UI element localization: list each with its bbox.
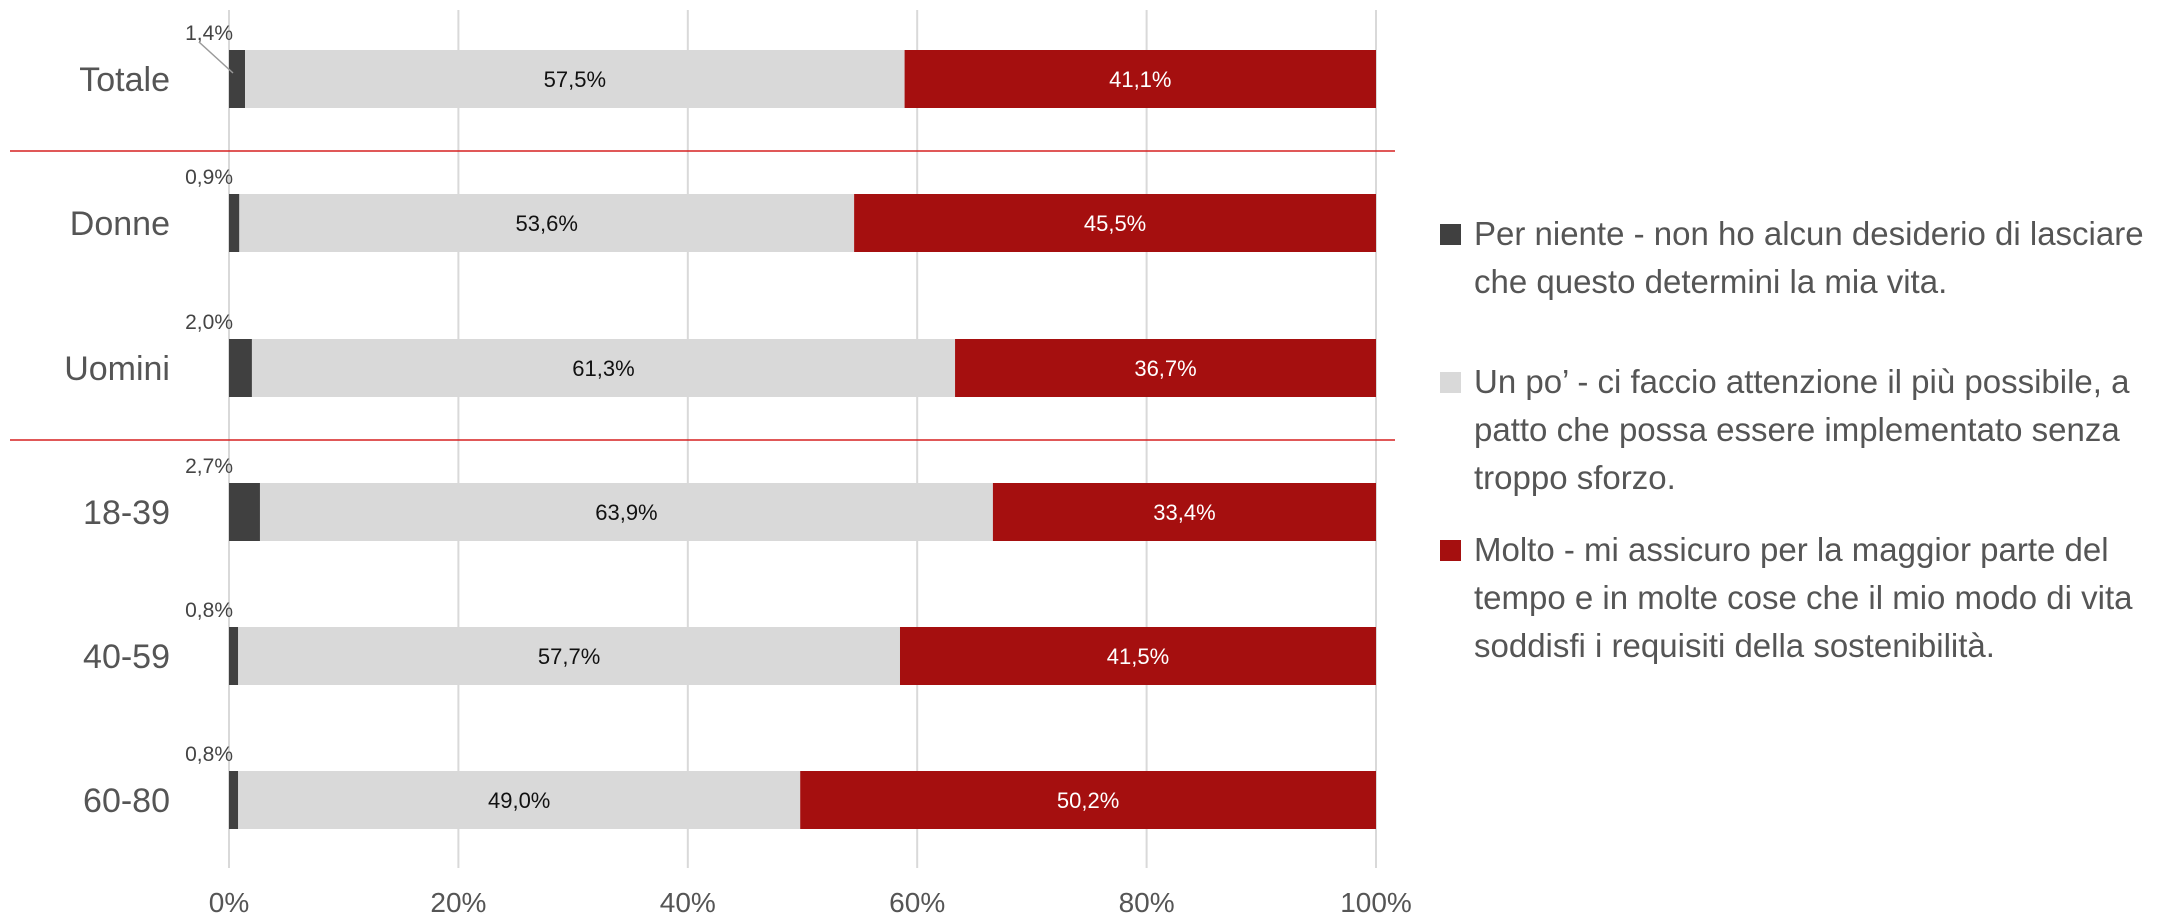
data-label: 2,7% — [185, 455, 233, 478]
data-label: 61,3% — [572, 356, 634, 381]
bar-segment — [238, 627, 900, 685]
x-tick-label: 20% — [430, 887, 486, 918]
legend-item: Un po’ - ci faccio attenzione il più pos… — [1440, 358, 2160, 502]
bar-segment — [899, 627, 1376, 685]
data-label: 0,8% — [185, 743, 233, 766]
bar-segment — [229, 627, 239, 685]
bar-segment — [229, 483, 260, 541]
x-tick-label: 40% — [660, 887, 716, 918]
category-label: 40-59 — [83, 638, 170, 676]
data-label: 49,0% — [488, 788, 550, 813]
bar-segment — [904, 50, 1376, 108]
bar-segment — [854, 194, 1376, 252]
bar-segment — [259, 483, 993, 541]
bar-segment — [245, 50, 905, 108]
data-label: 57,5% — [544, 67, 606, 92]
bar-segment — [239, 194, 855, 252]
x-tick-label: 80% — [1119, 887, 1175, 918]
data-label: 0,8% — [185, 599, 233, 622]
data-label: 53,6% — [516, 211, 578, 236]
legend-item: Molto - mi assicuro per la maggior parte… — [1440, 526, 2160, 670]
legend: Per niente - non ho alcun desiderio di l… — [1440, 210, 2160, 694]
legend-label: Un po’ - ci faccio attenzione il più pos… — [1474, 363, 2130, 496]
x-tick-label: 60% — [889, 887, 945, 918]
data-label: 50,2% — [1057, 788, 1119, 813]
data-label: 36,7% — [1134, 356, 1196, 381]
data-label: 2,0% — [185, 311, 233, 334]
legend-item: Per niente - non ho alcun desiderio di l… — [1440, 210, 2160, 306]
category-label: Uomini — [64, 350, 170, 388]
category-label: Totale — [79, 61, 170, 99]
category-label: 18-39 — [83, 494, 170, 532]
data-label: 33,4% — [1153, 500, 1215, 525]
data-label: 45,5% — [1084, 211, 1146, 236]
legend-swatch — [1440, 372, 1461, 393]
bar-segment — [238, 771, 801, 829]
legend-swatch — [1440, 224, 1461, 245]
bar-segment — [251, 339, 956, 397]
data-label: 41,1% — [1109, 67, 1171, 92]
data-label: 41,5% — [1107, 644, 1169, 669]
bar-segment — [229, 50, 246, 108]
category-label: Donne — [70, 205, 170, 243]
data-label: 0,9% — [185, 166, 233, 189]
leader-line — [198, 41, 234, 74]
category-label: 60-80 — [83, 782, 170, 820]
legend-swatch — [1440, 540, 1461, 561]
x-tick-label: 0% — [209, 887, 249, 918]
data-label: 63,9% — [595, 500, 657, 525]
bar-segment — [229, 339, 252, 397]
bar-segment — [229, 194, 240, 252]
stacked-bar-chart: 0% 20% 40% 60% 80% 100% Totale 1,4% 57,5% 41,1% Do… — [10, 10, 1412, 918]
data-label: 57,7% — [538, 644, 600, 669]
data-label: 1,4% — [185, 22, 233, 45]
bar-segment — [800, 771, 1376, 829]
legend-label: Molto - mi assicuro per la maggior parte… — [1474, 531, 2133, 664]
bar-segment — [955, 339, 1376, 397]
bar-segment — [992, 483, 1376, 541]
bar-segment — [229, 771, 239, 829]
x-tick-label: 100% — [1340, 887, 1412, 918]
legend-label: Per niente - non ho alcun desiderio di l… — [1474, 215, 2144, 300]
